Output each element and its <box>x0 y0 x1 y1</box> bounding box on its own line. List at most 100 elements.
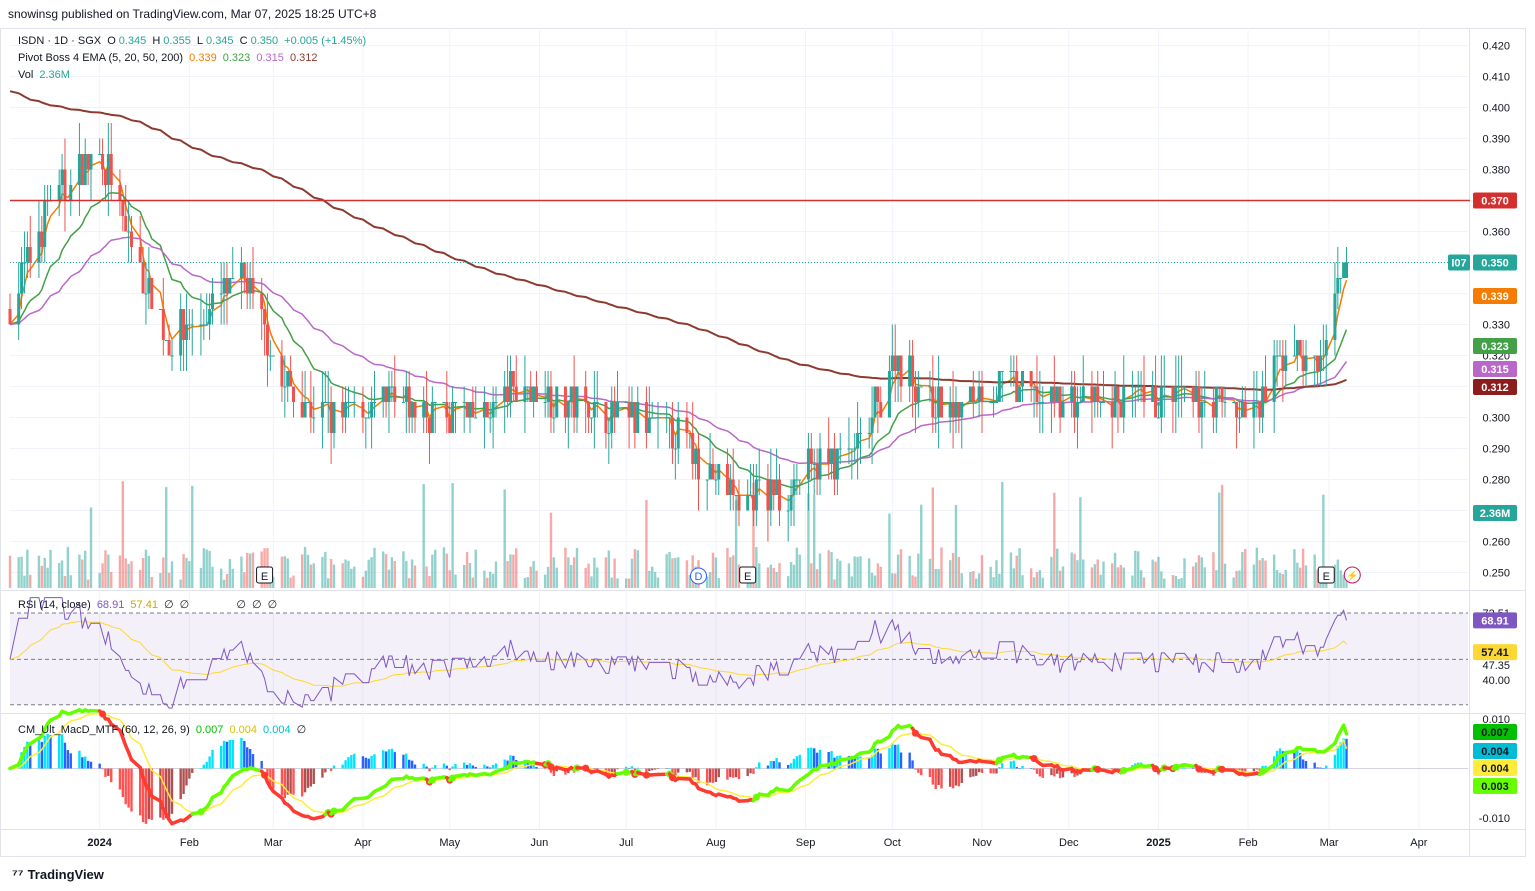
candle-body <box>633 402 637 433</box>
volume-bar <box>671 558 674 588</box>
rsi-legend[interactable]: RSI (14, close) 68.91 57.41 ∅ ∅ ∅ ∅ ∅ <box>18 598 280 611</box>
candle-body <box>685 417 689 433</box>
macd-histogram-bar <box>199 768 203 769</box>
candle-body <box>228 278 232 294</box>
volume-bar <box>1194 562 1198 588</box>
macd-histogram-bar <box>182 768 185 794</box>
macd-histogram-bar <box>526 760 530 769</box>
volume-bar <box>347 560 350 588</box>
volume-bar <box>1009 552 1013 588</box>
volume-bar <box>575 548 579 588</box>
candle-body <box>569 386 573 402</box>
volume-bar <box>705 576 709 588</box>
candle-body <box>361 402 365 418</box>
volume-bar <box>789 562 793 588</box>
high-label: H <box>152 35 161 47</box>
candle-body <box>1298 340 1302 356</box>
volume-bar <box>992 577 995 588</box>
volume-bar <box>920 504 923 588</box>
volume-bar <box>830 552 833 588</box>
time-tick-label: Mar <box>264 837 283 849</box>
candle-body <box>312 417 316 419</box>
candle-body <box>1200 402 1204 418</box>
volume-bar <box>448 570 451 588</box>
volume-bar <box>104 550 107 588</box>
volume-bar <box>772 568 775 588</box>
candle-body <box>1264 386 1267 402</box>
volume-bar <box>240 556 243 588</box>
tradingview-brand[interactable]: ⁷⁷ TradingView <box>12 866 104 882</box>
ema-legend[interactable]: Pivot Boss 4 EMA (5, 20, 50, 200) 0.339 … <box>18 52 320 64</box>
volume-bar <box>408 578 411 588</box>
macd-legend[interactable]: CM_Ult_MacD_MTF (60, 12, 26, 9) 0.007 0.… <box>18 723 309 736</box>
candle-body <box>754 479 758 511</box>
volume-bar <box>552 557 556 588</box>
volume-bar <box>1218 492 1221 588</box>
candle-body <box>555 386 559 418</box>
volume-bar <box>1029 568 1033 588</box>
rsi-null-5: ∅ <box>267 599 278 611</box>
volume-bar <box>555 567 558 588</box>
volume-bar <box>60 560 64 588</box>
candle-body <box>404 386 408 402</box>
candle-body <box>1333 293 1337 340</box>
macd-histogram-bar <box>272 768 275 789</box>
volume-bar <box>685 560 689 588</box>
candle-body <box>40 231 44 247</box>
candle-body <box>1171 386 1175 402</box>
candle-body <box>977 386 981 402</box>
candle-body <box>1049 386 1053 402</box>
candle-body <box>1162 386 1166 388</box>
candle-body <box>728 479 732 495</box>
price-tick-label: 0.390 <box>1482 134 1510 146</box>
volume-bar <box>208 550 211 588</box>
macd-histogram-bar <box>856 756 859 769</box>
volume-bar <box>572 557 576 588</box>
candle-body <box>271 355 275 357</box>
macd-histogram-bar <box>341 764 344 769</box>
candle-body <box>795 479 799 481</box>
candle-body <box>60 169 64 185</box>
candle-body <box>1058 386 1062 418</box>
volume-bar <box>393 561 396 588</box>
candle-body <box>1130 386 1134 388</box>
volume-bar <box>78 554 81 588</box>
candle-body <box>106 154 110 185</box>
volume-bar <box>350 568 353 588</box>
symbol-name[interactable]: ISDN · 1D · SGX <box>18 35 102 47</box>
macd-histogram-bar <box>552 768 556 776</box>
macd-histogram-bar <box>1264 765 1267 769</box>
macd-histogram-bar <box>81 757 84 769</box>
candle-body <box>164 340 168 341</box>
ema5-tag-text: 0.339 <box>1481 291 1509 303</box>
candle-body <box>994 402 998 403</box>
volume-bar <box>948 560 952 588</box>
macd-histogram-bar <box>830 751 833 769</box>
candle-body <box>1292 355 1296 357</box>
macd-histogram-bar <box>934 768 937 790</box>
macd-histogram-bar <box>1281 751 1285 769</box>
candle-body <box>676 417 680 449</box>
candle-body <box>211 293 214 309</box>
candle-body <box>812 464 816 465</box>
candle-body <box>1018 386 1022 402</box>
candle-body <box>705 479 709 481</box>
candle-body <box>549 386 553 418</box>
volume-bar <box>127 563 130 588</box>
macd-value-2: 0.004 <box>229 724 257 736</box>
symbol-legend: ISDN · 1D · SGX O 0.345 H 0.355 L 0.345 C 0.… <box>18 35 369 47</box>
volume-bar <box>755 547 758 588</box>
candle-body <box>63 169 67 201</box>
candle-body <box>323 402 327 403</box>
volume-bar <box>708 572 712 588</box>
macd-histogram-bar <box>367 758 370 769</box>
candle-body <box>1096 386 1100 402</box>
volume-bar <box>390 557 394 588</box>
candle-body <box>607 433 611 434</box>
candle-body <box>523 386 527 402</box>
rsi-band <box>10 613 1468 705</box>
volume-bar <box>798 554 801 588</box>
macd-histogram-bar <box>248 748 252 769</box>
volume-legend[interactable]: Vol 2.36M <box>18 69 73 81</box>
